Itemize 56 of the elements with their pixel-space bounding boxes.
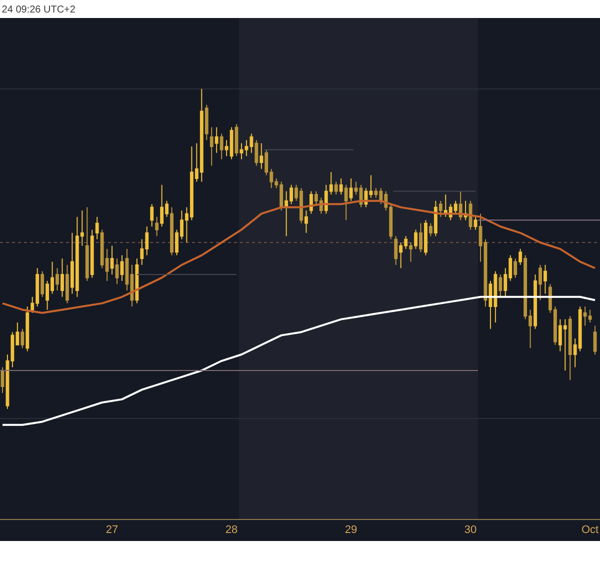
candlestick (90, 229, 94, 278)
candlestick (135, 258, 139, 304)
candlestick (110, 245, 114, 276)
candlestick (474, 216, 478, 230)
x-tick-label: 27 (106, 524, 118, 536)
candlestick (349, 178, 353, 202)
candlestick (170, 206, 174, 256)
candlestick (40, 270, 44, 298)
candlestick (214, 126, 218, 154)
candlestick (115, 258, 119, 285)
candlestick (354, 181, 358, 195)
x-tick-label: 30 (464, 524, 477, 536)
candlestick (478, 213, 482, 262)
candlestick (155, 216, 159, 237)
candlestick (514, 258, 518, 278)
candlestick (339, 178, 343, 195)
candlestick (150, 204, 154, 228)
candlestick (593, 325, 597, 356)
candlestick (56, 268, 59, 292)
candlestick (344, 184, 348, 221)
candlestick (254, 140, 258, 166)
candlestick (568, 316, 572, 381)
candlestick (85, 206, 89, 282)
candlestick (260, 142, 264, 170)
candlestick (424, 220, 428, 256)
candlestick (334, 181, 338, 195)
candlestick (394, 236, 398, 266)
candlestick (414, 229, 418, 250)
candlestick (309, 190, 313, 214)
candlestick (120, 254, 124, 282)
candlestick (60, 258, 64, 298)
x-tick-label: Oct (581, 524, 599, 536)
candlestick (468, 200, 472, 230)
candlestick (434, 200, 438, 237)
candlestick (220, 133, 224, 160)
candlestick (95, 216, 99, 240)
candlestick (544, 264, 547, 294)
candlestick (538, 264, 542, 301)
candlestick (20, 328, 24, 349)
x-tick-label: 28 (225, 524, 238, 536)
candlestick (498, 274, 502, 298)
candlestick (428, 222, 432, 237)
candlestick (438, 200, 442, 218)
candlestick (409, 242, 413, 262)
candlestick (518, 248, 522, 266)
candlestick (26, 306, 30, 352)
candlestick (210, 126, 214, 166)
candlestick (66, 264, 69, 304)
candlestick (534, 274, 537, 330)
candlestick (419, 222, 422, 253)
candlestick (240, 142, 244, 160)
x-tick-label: 29 (344, 524, 358, 536)
candlestick (204, 104, 208, 141)
chart-title: 24 09:26 UTC+2 (2, 4, 76, 16)
candlestick (458, 190, 462, 221)
candlestick (304, 210, 308, 234)
